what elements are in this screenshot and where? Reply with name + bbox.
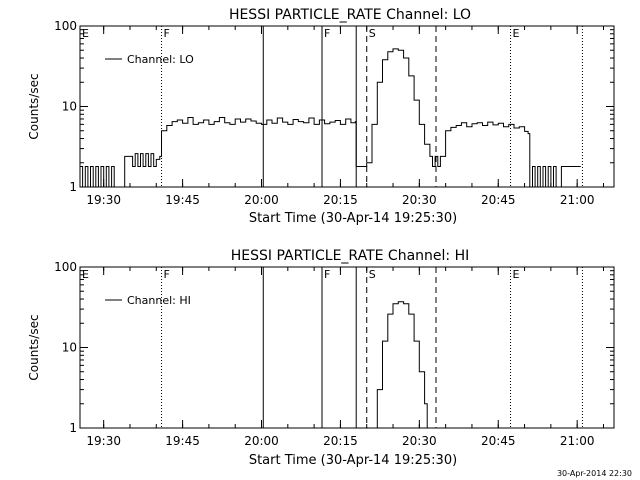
y-tick-label: 100 <box>54 19 77 33</box>
plot-frame <box>79 266 615 429</box>
x-tick-label: 20:00 <box>244 434 279 448</box>
legend-label: Channel: LO <box>127 53 194 66</box>
chart-title: HESSI PARTICLE_RATE Channel: LO <box>229 7 471 23</box>
x-tick-label: 20:00 <box>244 193 279 207</box>
y-tick-label: 100 <box>54 260 77 274</box>
legend-label: Channel: HI <box>127 294 191 307</box>
event-marker-label: F <box>324 27 330 40</box>
chart-title: HESSI PARTICLE_RATE Channel: HI <box>231 248 469 264</box>
y-tick-label: 10 <box>62 100 77 114</box>
y-tick-label: 1 <box>69 180 77 194</box>
plot-frame <box>79 25 615 188</box>
x-tick-label: 20:45 <box>481 434 516 448</box>
event-marker-label: F <box>164 268 170 281</box>
event-marker-label: E <box>513 268 520 281</box>
x-tick-label: 19:30 <box>86 193 121 207</box>
event-marker-label: F <box>164 27 170 40</box>
x-tick-label: 20:30 <box>402 193 437 207</box>
x-axis-label: Start Time (30-Apr-14 19:25:30) <box>249 211 457 226</box>
x-tick-label: 21:00 <box>560 434 595 448</box>
event-marker-label: S <box>369 268 376 281</box>
x-tick-label: 20:30 <box>402 434 437 448</box>
data-series-line <box>80 48 581 188</box>
x-axis-label: Start Time (30-Apr-14 19:25:30) <box>249 453 457 468</box>
x-tick-label: 20:15 <box>323 193 358 207</box>
y-axis-label: Counts/sec <box>27 73 41 139</box>
x-tick-label: 19:30 <box>86 434 121 448</box>
y-axis-label: Counts/sec <box>27 314 41 380</box>
data-series-line <box>372 301 428 429</box>
x-tick-label: 19:45 <box>165 193 200 207</box>
chart-panel-2: HESSI PARTICLE_RATE Channel: HI 1 10 100 19:… <box>27 248 615 468</box>
corner-marker-label: E <box>82 268 89 281</box>
y-tick-label: 10 <box>62 341 77 355</box>
x-tick-label: 19:45 <box>165 434 200 448</box>
footer-timestamp: 30-Apr-2014 22:30 <box>556 469 632 478</box>
chart-panel-1: HESSI PARTICLE_RATE Channel: LO 1 10 100 19:… <box>27 7 615 226</box>
x-tick-label: 20:45 <box>481 193 516 207</box>
event-marker-label: E <box>513 27 520 40</box>
x-tick-label: 20:15 <box>323 434 358 448</box>
y-tick-label: 1 <box>69 421 77 435</box>
event-marker-label: S <box>369 27 376 40</box>
corner-marker-label: E <box>82 27 89 40</box>
event-marker-label: F <box>324 268 330 281</box>
x-tick-label: 21:00 <box>560 193 595 207</box>
